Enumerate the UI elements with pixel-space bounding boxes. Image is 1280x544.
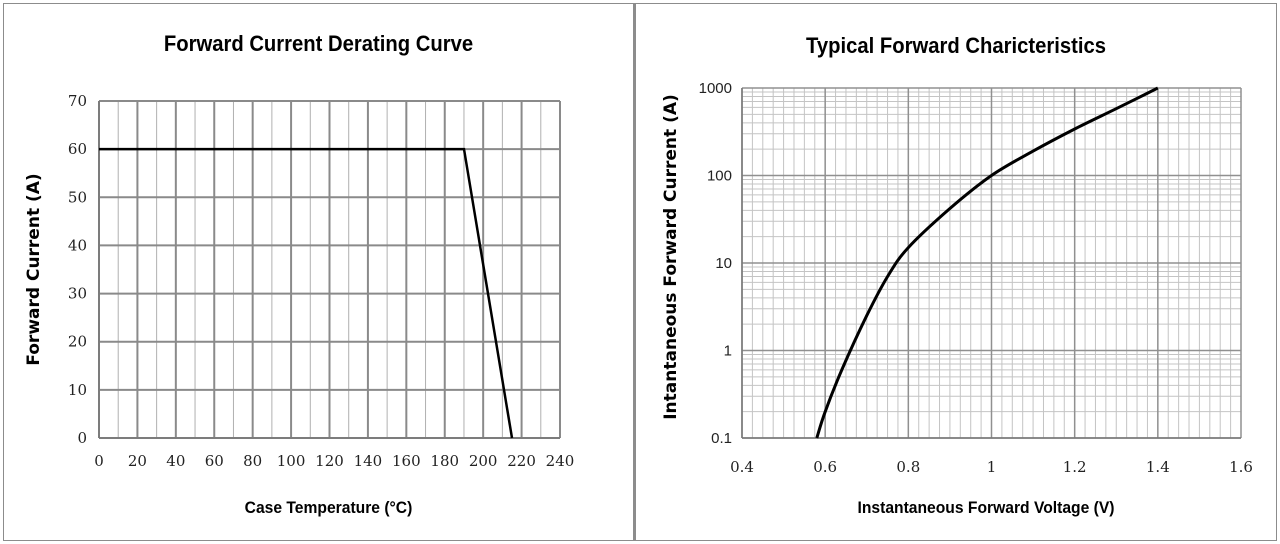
x-tick-label: 100 <box>277 452 306 470</box>
x-tick-label: 40 <box>166 452 185 470</box>
x-tick-label: 240 <box>546 452 575 470</box>
y-tick-label: 10 <box>715 255 732 272</box>
derating-chart-panel: Forward Current Derating Curve 0 20 40 60 80… <box>3 3 634 541</box>
x-tick-label: 220 <box>507 452 536 470</box>
x-tick-label: 160 <box>392 452 421 470</box>
derating-curve-line <box>99 147 514 439</box>
forward-characteristics-ylabel: Intantaneous Forward Current (A) <box>661 94 681 420</box>
x-tick-label: 1 <box>987 458 997 476</box>
x-tick-label: 0.8 <box>896 458 920 476</box>
x-tick-label: 20 <box>128 452 147 470</box>
x-tick-label: 0 <box>94 452 104 470</box>
y-tick-label: 0.1 <box>711 430 732 447</box>
forward-characteristics-title: Typical Forward Charicteristics <box>806 33 1106 58</box>
y-tick-label: 20 <box>68 333 87 351</box>
y-tick-label: 10 <box>68 381 87 399</box>
y-tick-label: 0 <box>77 429 87 447</box>
x-tick-label: 0.4 <box>730 458 754 476</box>
x-tick-label: 140 <box>354 452 383 470</box>
x-tick-label: 60 <box>205 452 224 470</box>
y-tick-label: 50 <box>68 188 87 206</box>
forward-characteristics-xlabel: Instantaneous Forward Voltage (V) <box>857 498 1115 517</box>
derating-chart-title: Forward Current Derating Curve <box>163 31 474 56</box>
forward-characteristics-plot: 0.4 0.6 0.8 1 1.2 1.4 1.6 0.1 1 10 100 1000 Intantan… <box>661 80 1253 476</box>
y-tick-label: 70 <box>68 92 87 110</box>
x-tick-label: 120 <box>315 452 344 470</box>
y-tick-label: 30 <box>68 285 87 303</box>
y-tick-label: 100 <box>707 168 732 185</box>
x-tick-label: 200 <box>469 452 498 470</box>
x-tick-label: 80 <box>243 452 262 470</box>
forward-characteristic-curve <box>815 86 1159 439</box>
x-tick-label: 1.2 <box>1063 458 1087 476</box>
x-tick-label: 0.6 <box>813 458 837 476</box>
y-tick-label: 40 <box>68 236 87 254</box>
derating-chart-plot: 0 20 40 60 80 100 120 140 160 180 200 220 240 0 10 20 30… <box>24 92 575 470</box>
x-tick-label: 180 <box>430 452 459 470</box>
x-tick-label: 1.4 <box>1146 458 1170 476</box>
y-tick-label: 1000 <box>699 80 732 97</box>
forward-characteristics-panel: Typical Forward Charicteristics 0.4 0.6 0.… <box>634 3 1277 541</box>
y-tick-label: 60 <box>68 140 87 158</box>
x-tick-label: 1.6 <box>1229 458 1253 476</box>
derating-chart-ylabel: Forward Current (A) <box>24 173 44 365</box>
derating-chart-xlabel: Case Temperature (°C) <box>244 498 413 517</box>
y-tick-label: 1 <box>724 343 732 360</box>
